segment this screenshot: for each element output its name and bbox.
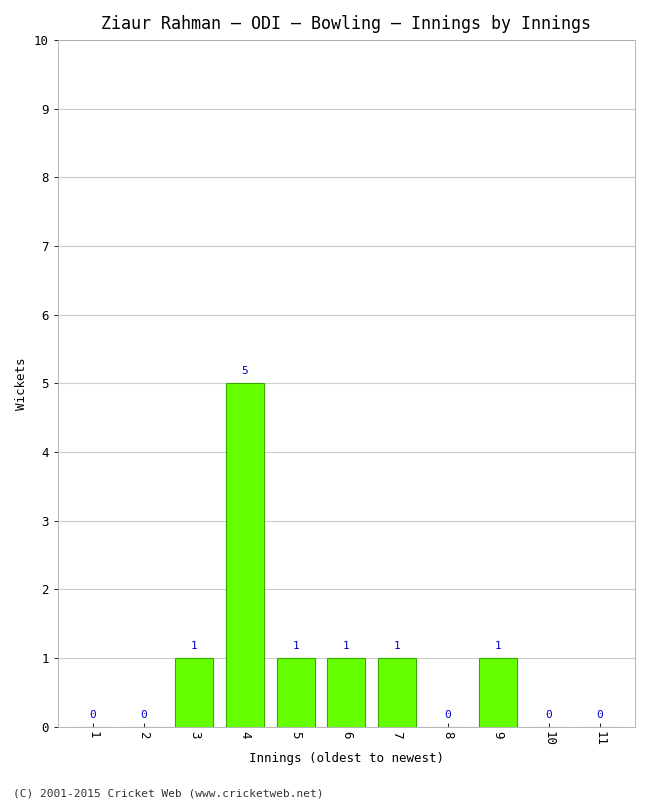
Text: (C) 2001-2015 Cricket Web (www.cricketweb.net): (C) 2001-2015 Cricket Web (www.cricketwe… <box>13 788 324 798</box>
Text: 1: 1 <box>495 641 502 651</box>
Bar <box>176 658 213 726</box>
Y-axis label: Wickets: Wickets <box>15 357 28 410</box>
Bar <box>479 658 517 726</box>
Text: 0: 0 <box>444 710 451 720</box>
Text: 1: 1 <box>343 641 350 651</box>
Bar <box>328 658 365 726</box>
X-axis label: Innings (oldest to newest): Innings (oldest to newest) <box>249 752 444 765</box>
Bar <box>378 658 416 726</box>
Text: 1: 1 <box>292 641 299 651</box>
Bar <box>277 658 315 726</box>
Text: 1: 1 <box>191 641 198 651</box>
Text: 0: 0 <box>596 710 603 720</box>
Text: 0: 0 <box>545 710 552 720</box>
Text: 5: 5 <box>242 366 248 377</box>
Text: 0: 0 <box>90 710 96 720</box>
Text: 0: 0 <box>140 710 147 720</box>
Text: 1: 1 <box>393 641 400 651</box>
Bar <box>226 383 264 726</box>
Title: Ziaur Rahman – ODI – Bowling – Innings by Innings: Ziaur Rahman – ODI – Bowling – Innings b… <box>101 15 592 33</box>
